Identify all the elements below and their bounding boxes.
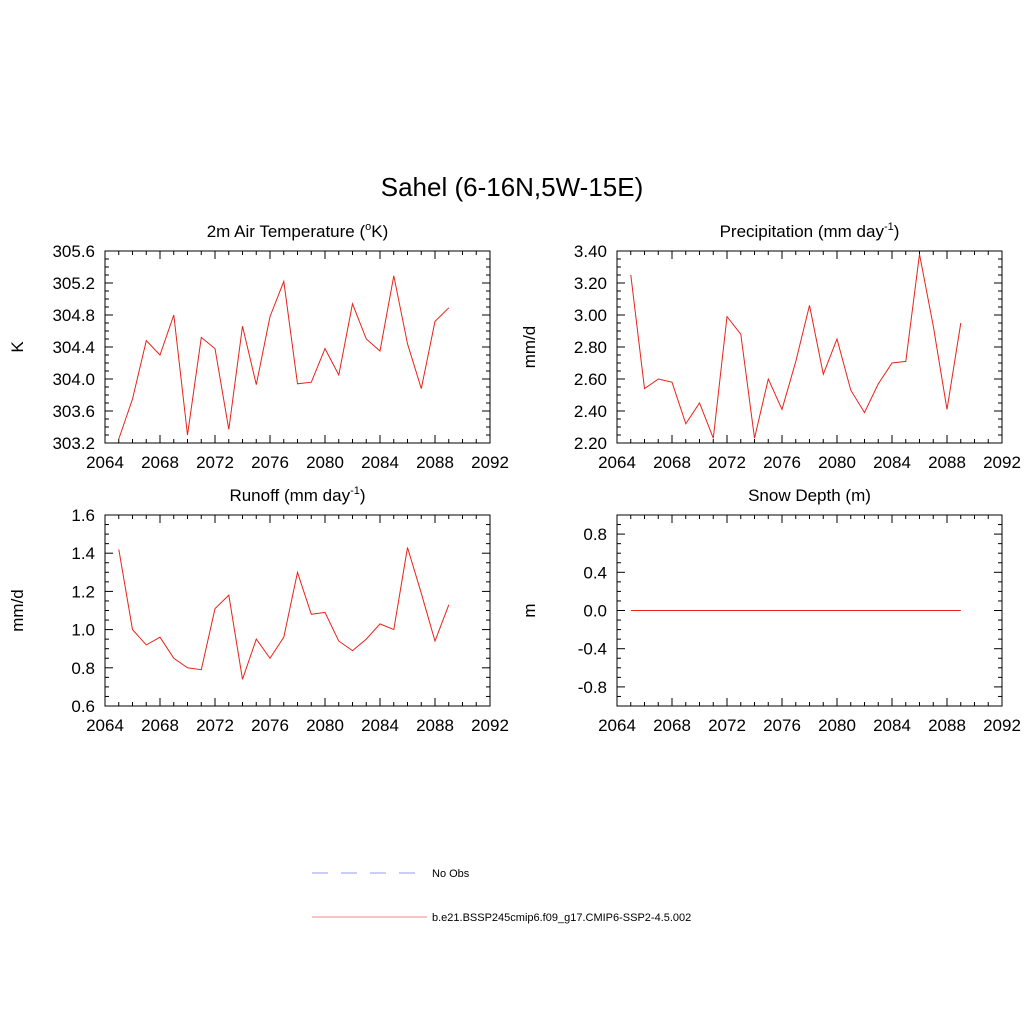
x-tick-label: 2084 bbox=[361, 716, 399, 735]
y-tick-label: 1.0 bbox=[71, 621, 95, 640]
y-tick-label: 2.20 bbox=[574, 434, 607, 453]
y-tick-label: 1.4 bbox=[71, 544, 95, 563]
y-tick-label: 3.00 bbox=[574, 306, 607, 325]
x-tick-label: 2068 bbox=[141, 453, 179, 472]
plot-frame bbox=[616, 250, 1003, 444]
panel-temperature: 2m Air Temperature (oK) K 2064 2068 2072 2076… bbox=[8, 221, 509, 472]
panel-title-after: ) bbox=[360, 486, 366, 505]
y-tick-label: 0.8 bbox=[583, 525, 607, 544]
panel-title-sup: -1 bbox=[350, 485, 360, 497]
x-tick-label: 2064 bbox=[598, 716, 636, 735]
x-tick-label: 2092 bbox=[471, 453, 509, 472]
x-tick-label: 2084 bbox=[873, 716, 911, 735]
chart-panels: 2m Air Temperature (oK) K 2064 2068 2072 2076… bbox=[8, 221, 1021, 735]
y-tick-label: 303.2 bbox=[52, 434, 95, 453]
panel-title: 2m Air Temperature (oK) bbox=[207, 221, 389, 241]
x-tick-label: 2064 bbox=[598, 453, 636, 472]
series-line bbox=[118, 275, 450, 440]
panel-title-main: Precipitation (mm day bbox=[720, 222, 885, 241]
y-tick-label: 304.8 bbox=[52, 306, 95, 325]
x-tick-label: 2076 bbox=[763, 453, 801, 472]
x-tick-label: 2084 bbox=[873, 453, 911, 472]
x-tick-label: 2088 bbox=[928, 716, 966, 735]
y-tick-label: 1.6 bbox=[71, 506, 95, 525]
panel-title: Snow Depth (m) bbox=[748, 486, 871, 505]
legend: No Obs b.e21.BSSP245cmip6.f09_g17.CMIP6-S… bbox=[312, 868, 691, 924]
panel-title: Runoff (mm day-1) bbox=[229, 485, 365, 505]
y-tick-label: -0.8 bbox=[578, 678, 607, 697]
panel-title-main: Snow Depth (m) bbox=[748, 486, 871, 505]
panel-precipitation: Precipitation (mm day-1) mm/d 2064 2068 2072… bbox=[520, 221, 1021, 472]
x-tick-label: 2068 bbox=[653, 453, 691, 472]
x-tick-label: 2088 bbox=[416, 716, 454, 735]
y-tick-label: 2.40 bbox=[574, 402, 607, 421]
x-tick-label: 2092 bbox=[471, 716, 509, 735]
y-tick-label: 3.20 bbox=[574, 274, 607, 293]
y-tick-label: 0.4 bbox=[583, 563, 607, 582]
legend-label: No Obs bbox=[432, 868, 470, 880]
panel-title-main: Runoff (mm day bbox=[229, 486, 350, 505]
x-tick-label: 2084 bbox=[361, 453, 399, 472]
x-tick-label: 2076 bbox=[251, 453, 289, 472]
x-tick-label: 2080 bbox=[306, 716, 344, 735]
y-tick-label: 304.0 bbox=[52, 370, 95, 389]
y-tick-label: 2.80 bbox=[574, 338, 607, 357]
panel-title-after: K) bbox=[371, 222, 388, 241]
x-tick-label: 2080 bbox=[818, 716, 856, 735]
x-tick-label: 2064 bbox=[86, 453, 124, 472]
panel-snow-depth: Snow Depth (m) m 2064 2068 2072 2076 2080 2084 2… bbox=[520, 486, 1021, 735]
figure-title: Sahel (6-16N,5W-15E) bbox=[381, 172, 644, 202]
x-tick-label: 2072 bbox=[196, 453, 234, 472]
y-axis-label: m bbox=[520, 603, 539, 617]
y-tick-label: 304.4 bbox=[52, 338, 95, 357]
x-tick-label: 2076 bbox=[251, 716, 289, 735]
y-axis-label: K bbox=[8, 341, 27, 353]
x-tick-label: 2088 bbox=[928, 453, 966, 472]
legend-label: b.e21.BSSP245cmip6.f09_g17.CMIP6-SSP2-4.… bbox=[432, 912, 691, 924]
panel-title-sup: -1 bbox=[884, 221, 894, 233]
y-tick-label: 305.2 bbox=[52, 274, 95, 293]
x-tick-label: 2092 bbox=[983, 716, 1021, 735]
panel-runoff: Runoff (mm day-1) mm/d 2064 2068 2072 2076 208… bbox=[8, 485, 509, 735]
y-tick-label: -0.4 bbox=[578, 640, 607, 659]
y-tick-label: 3.40 bbox=[574, 242, 607, 261]
y-tick-label: 0.0 bbox=[583, 602, 607, 621]
y-tick-label: 0.8 bbox=[71, 659, 95, 678]
panel-title: Precipitation (mm day-1) bbox=[720, 221, 900, 241]
y-tick-label: 303.6 bbox=[52, 402, 95, 421]
y-tick-label: 2.60 bbox=[574, 370, 607, 389]
x-tick-label: 2068 bbox=[653, 716, 691, 735]
x-tick-label: 2088 bbox=[416, 453, 454, 472]
panel-title-sup: o bbox=[365, 221, 371, 233]
panel-title-main: 2m Air Temperature ( bbox=[207, 222, 366, 241]
x-tick-label: 2080 bbox=[818, 453, 856, 472]
series-line bbox=[630, 254, 962, 439]
series-line bbox=[118, 547, 450, 680]
y-axis-label: mm/d bbox=[520, 326, 539, 369]
plot-frame bbox=[104, 514, 491, 707]
x-tick-label: 2072 bbox=[708, 453, 746, 472]
x-tick-label: 2080 bbox=[306, 453, 344, 472]
x-tick-label: 2072 bbox=[708, 716, 746, 735]
y-tick-label: 1.2 bbox=[71, 582, 95, 601]
x-tick-label: 2072 bbox=[196, 716, 234, 735]
panel-title-after: ) bbox=[894, 222, 900, 241]
x-tick-label: 2076 bbox=[763, 716, 801, 735]
y-tick-label: 0.6 bbox=[71, 697, 95, 716]
x-tick-label: 2064 bbox=[86, 716, 124, 735]
y-tick-label: 305.6 bbox=[52, 242, 95, 261]
x-tick-label: 2068 bbox=[141, 716, 179, 735]
x-tick-label: 2092 bbox=[983, 453, 1021, 472]
y-axis-label: mm/d bbox=[8, 589, 27, 632]
